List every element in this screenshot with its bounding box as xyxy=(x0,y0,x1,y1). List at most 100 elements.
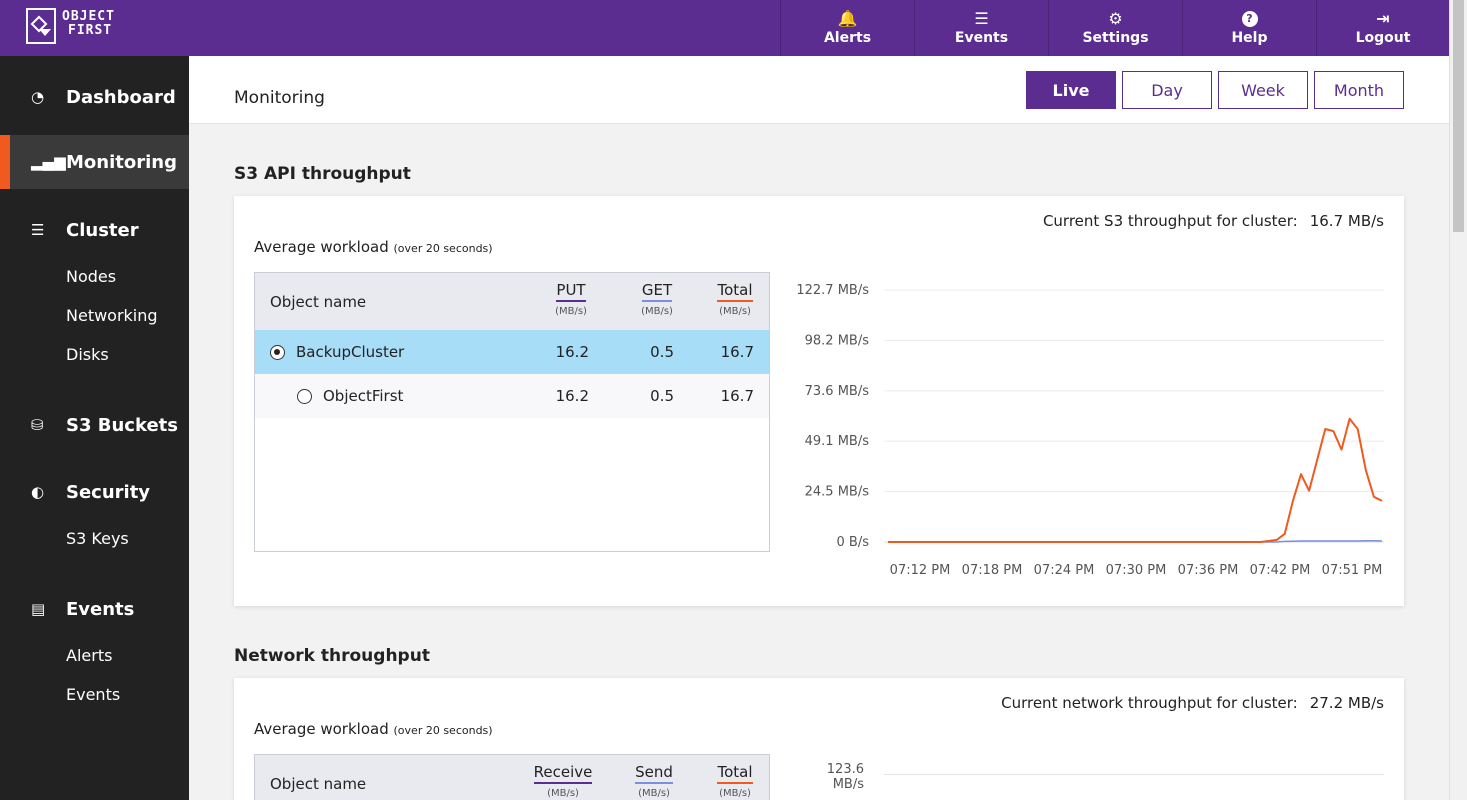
nav-alerts-label: Alerts xyxy=(823,30,872,46)
x-tick-label: 07:24 PM xyxy=(1034,563,1095,578)
col-put[interactable]: PUT (MB/s) xyxy=(541,281,601,317)
col-get-label: GET xyxy=(641,281,673,302)
s3-avg-note: (over 20 seconds) xyxy=(393,242,493,255)
help-icon: ? xyxy=(1241,10,1258,27)
sidebar-item-networking[interactable]: Networking xyxy=(66,306,158,325)
y-tick-label: 73.6 MB/s xyxy=(805,384,870,399)
col-total-unit: (MB/s) xyxy=(719,306,751,317)
col-receive-label: Receive xyxy=(533,763,593,784)
range-month-button[interactable]: Month xyxy=(1314,71,1404,109)
sidebar-item-s3-buckets[interactable]: ⛁ S3 Buckets xyxy=(0,398,189,452)
s3-avg-label: Average workload xyxy=(254,238,389,256)
net-table-header: Object name Receive (MB/s) Send (MB/s) T… xyxy=(255,755,769,800)
col-total-unit: (MB/s) xyxy=(719,788,751,799)
list-icon: ☰ xyxy=(974,9,989,28)
col-get-unit: (MB/s) xyxy=(641,306,673,317)
table-row[interactable]: ObjectFirst 16.2 0.5 16.7 xyxy=(255,374,769,418)
col-receive[interactable]: Receive (MB/s) xyxy=(523,763,603,799)
bar-chart-icon: ▂▄▆ xyxy=(31,153,66,171)
s3-section-title: S3 API throughput xyxy=(234,164,411,184)
sidebar-item-disks[interactable]: Disks xyxy=(66,345,109,364)
shield-icon: ◐ xyxy=(31,483,45,501)
range-live-button[interactable]: Live xyxy=(1026,71,1116,109)
row-put: 16.2 xyxy=(555,343,589,361)
sidebar: ◔ Dashboard ▂▄▆ Monitoring ☰ Cluster Nod… xyxy=(0,56,189,800)
page-scrollbar[interactable] xyxy=(1449,0,1467,800)
nav-help-label: Help xyxy=(1231,29,1268,46)
sidebar-item-label: Cluster xyxy=(66,219,139,241)
sidebar-item-label: Monitoring xyxy=(66,151,177,173)
net-y-label: 123.6 MB/s xyxy=(826,762,864,792)
x-tick-label: 07:51 PM xyxy=(1322,563,1383,578)
sidebar-item-label: Dashboard xyxy=(66,86,176,108)
nav-help[interactable]: ? Help xyxy=(1182,0,1316,56)
nav-logout-label: Logout xyxy=(1355,30,1411,46)
y-tick-label: 122.7 MB/s xyxy=(796,283,869,298)
s3-table: Object name PUT (MB/s) GET (MB/s) Total … xyxy=(254,272,770,552)
logout-icon: ⇥ xyxy=(1376,9,1390,28)
nav-alerts[interactable]: 🔔 Alerts xyxy=(780,0,914,56)
nav-logout[interactable]: ⇥ Logout xyxy=(1316,0,1450,56)
col-send-label: Send xyxy=(635,763,673,784)
logo-text[interactable]: OBJECT FIRST xyxy=(62,10,115,38)
y-tick-label: 0 B/s xyxy=(837,535,870,550)
col-send[interactable]: Send (MB/s) xyxy=(624,763,684,799)
sidebar-item-s3-keys[interactable]: S3 Keys xyxy=(66,529,129,548)
y-tick-label: 98.2 MB/s xyxy=(805,333,870,348)
x-tick-label: 07:12 PM xyxy=(890,563,951,578)
row-get: 0.5 xyxy=(650,343,674,361)
nav-settings[interactable]: ⚙ Settings xyxy=(1048,0,1182,56)
col-total[interactable]: Total (MB/s) xyxy=(705,763,765,799)
row-put: 16.2 xyxy=(555,387,589,405)
s3-average-workload: Average workload (over 20 seconds) xyxy=(254,238,493,256)
radio-button[interactable] xyxy=(270,345,285,360)
sidebar-item-dashboard[interactable]: ◔ Dashboard xyxy=(0,70,189,124)
bell-icon: 🔔 xyxy=(837,9,858,28)
top-nav: 🔔 Alerts ☰ Events ⚙ Settings ? Help ⇥ Lo… xyxy=(780,0,1450,56)
top-bar: OBJECT FIRST 🔔 Alerts ☰ Events ⚙ Setting… xyxy=(0,0,1450,56)
s3-current-label: Current S3 throughput for cluster: xyxy=(1042,212,1298,230)
col-get[interactable]: GET (MB/s) xyxy=(627,281,687,317)
net-current-value: 27.2 MB/s xyxy=(1309,694,1384,712)
range-day-button[interactable]: Day xyxy=(1122,71,1212,109)
s3-current-throughput: Current S3 throughput for cluster: 16.7 M… xyxy=(1043,212,1384,230)
net-average-workload: Average workload (over 20 seconds) xyxy=(254,720,493,738)
col-total[interactable]: Total (MB/s) xyxy=(705,281,765,317)
row-get: 0.5 xyxy=(650,387,674,405)
sidebar-item-cluster[interactable]: ☰ Cluster xyxy=(0,203,189,257)
row-name: ObjectFirst xyxy=(323,387,404,405)
col-send-unit: (MB/s) xyxy=(638,788,670,799)
range-week-button[interactable]: Week xyxy=(1218,71,1308,109)
row-total: 16.7 xyxy=(720,343,754,361)
sidebar-item-label: Events xyxy=(66,598,135,620)
scrollbar-thumb[interactable] xyxy=(1453,0,1464,232)
sidebar-item-monitoring[interactable]: ▂▄▆ Monitoring xyxy=(0,135,189,189)
nav-events[interactable]: ☰ Events xyxy=(914,0,1048,56)
sidebar-item-events-sub[interactable]: Events xyxy=(66,685,121,704)
page-title: Monitoring xyxy=(234,88,325,108)
sidebar-item-alerts[interactable]: Alerts xyxy=(66,646,113,665)
net-avg-note: (over 20 seconds) xyxy=(393,724,493,737)
sidebar-item-events[interactable]: ▤ Events xyxy=(0,582,189,636)
x-tick-label: 07:36 PM xyxy=(1178,563,1239,578)
nav-events-label: Events xyxy=(954,30,1009,46)
net-avg-label: Average workload xyxy=(254,720,389,738)
sidebar-item-nodes[interactable]: Nodes xyxy=(66,267,117,286)
sidebar-item-security[interactable]: ◐ Security xyxy=(0,465,189,519)
net-section-title: Network throughput xyxy=(234,646,430,666)
col-object-name: Object name xyxy=(270,775,367,793)
logo-line-2: FIRST xyxy=(68,23,113,38)
logo-line-1: OBJECT xyxy=(62,9,115,24)
sidebar-item-label: Security xyxy=(66,481,151,503)
s3-current-value: 16.7 MB/s xyxy=(1309,212,1384,230)
y-tick-label: 49.1 MB/s xyxy=(805,434,870,449)
clipboard-icon: ▤ xyxy=(31,600,46,618)
table-row[interactable]: BackupCluster 16.2 0.5 16.7 xyxy=(255,330,769,374)
total-series-line xyxy=(888,417,1383,543)
logo-icon[interactable] xyxy=(26,8,56,44)
gauge-icon: ◔ xyxy=(31,88,45,106)
row-total: 16.7 xyxy=(720,387,754,405)
col-total-label: Total xyxy=(717,763,753,784)
radio-button[interactable] xyxy=(297,389,312,404)
col-total-label: Total xyxy=(717,281,753,302)
